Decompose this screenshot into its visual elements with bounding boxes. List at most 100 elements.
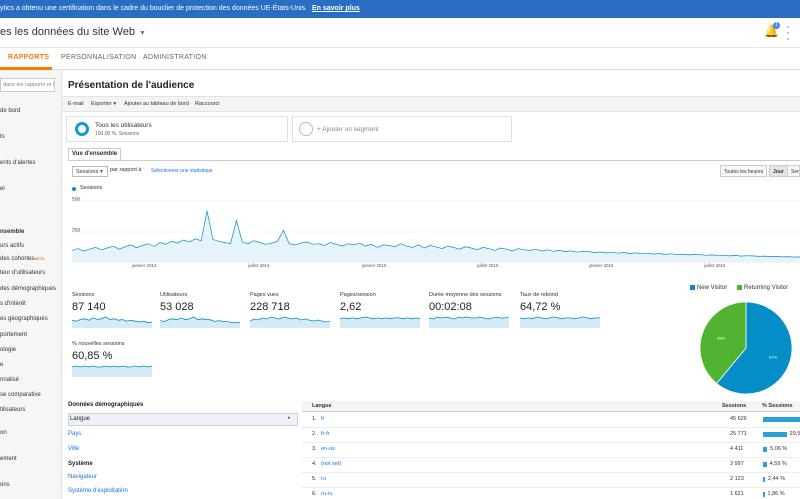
language-link[interactable]: ru-ru	[321, 491, 333, 497]
period-week-button[interactable]: Sem	[787, 165, 800, 177]
metric-value: 60,85 %	[72, 350, 113, 362]
pct-bar	[763, 462, 767, 467]
sparkline-area	[250, 317, 330, 328]
row-sessions: 2 123	[730, 476, 744, 482]
sidebar-item-technology[interactable]: ologie	[0, 347, 17, 353]
export-button[interactable]: Exporter ▾	[91, 101, 117, 107]
sparkline-area	[520, 317, 600, 328]
visitor-type-pie[interactable]: 61% 39%	[696, 298, 796, 398]
beta-badge: BETA	[34, 256, 45, 261]
sparkline-line	[340, 316, 420, 320]
sidebar-item-mobile[interactable]: e	[0, 362, 4, 368]
sidebar-item-alerts[interactable]: ents d'alertes	[0, 160, 36, 166]
system-heading: Système	[68, 461, 93, 467]
sidebar-item-behaviour[interactable]: ement	[0, 456, 17, 462]
more-options-icon[interactable]: · · ·	[786, 19, 790, 45]
dimension-os-link[interactable]: Système d'exploitation	[68, 488, 128, 494]
add-to-dashboard-button[interactable]: Ajouter au tableau de bord	[124, 101, 189, 107]
metric-label: Pages vues	[250, 292, 279, 298]
sidebar-item-demographics[interactable]: des démographiques	[0, 286, 57, 292]
language-link[interactable]: ru	[321, 476, 326, 482]
metric-tile-users[interactable]: Utilisateurs 53 028	[160, 292, 242, 332]
select-metric-link[interactable]: Sélectionner une statistique	[151, 168, 213, 174]
row-sessions: 4 411	[730, 446, 744, 452]
row-pct: 29,57 %	[789, 431, 800, 437]
pie-label-new: 61%	[769, 354, 777, 359]
row-pct: 5,06 %	[770, 446, 788, 452]
row-divider	[302, 487, 800, 488]
active-tab-indicator	[0, 67, 52, 70]
pct-bar	[763, 417, 800, 422]
metric-tile-pageviews[interactable]: Pages vues 228 718	[250, 292, 332, 332]
metric-value: 53 028	[160, 301, 194, 313]
notification-badge: 1	[773, 22, 780, 29]
sidebar-item-custom[interactable]: nnalisé	[0, 377, 20, 383]
shortcut-button[interactable]: Raccourci	[195, 101, 220, 107]
sidebar-item-realtime[interactable]: el	[0, 186, 5, 192]
sparkline-area	[72, 317, 152, 328]
sparkline-area	[340, 317, 420, 328]
sidebar-item-conversions[interactable]: ons	[0, 482, 10, 488]
segment-all-users[interactable]: Tous les utilisateurs 100,00 %, Sessions	[66, 116, 288, 142]
column-sessions[interactable]: Sessions	[722, 403, 747, 409]
sessions-line	[71, 210, 800, 258]
sidebar-item-geo[interactable]: es géographiques	[0, 316, 48, 322]
metric-dropdown[interactable]: Sessions ▼	[72, 166, 108, 177]
metric-tile-bounce-rate[interactable]: Taux de rebond 64,72 %	[520, 292, 602, 332]
sparkline-line	[72, 316, 152, 324]
report-search-input[interactable]: dans les rapports et l	[0, 78, 55, 92]
metric-sparkline	[72, 365, 152, 377]
sidebar-item-cohorts[interactable]: des cohortesBETA	[0, 256, 45, 262]
add-segment-button[interactable]: + Ajouter un segment	[292, 116, 512, 142]
tab-reports[interactable]: RAPPORTS	[8, 54, 50, 61]
sidebar-item-overview[interactable]: nsemble	[0, 229, 25, 235]
segment-share: 100,00 %, Sessions	[95, 131, 140, 137]
period-day-button[interactable]: Jour	[769, 165, 788, 177]
sidebar-item-users-flow[interactable]: tilisateurs	[0, 407, 26, 413]
language-link[interactable]: fr-fr	[321, 431, 330, 437]
dimension-language-selected[interactable]	[68, 413, 298, 426]
metric-tile-new-sessions[interactable]: % nouvelles sessions 60,85 %	[72, 341, 154, 381]
period-hourly-button[interactable]: Toutes les heures	[720, 165, 768, 177]
row-sessions: 25 771	[730, 431, 747, 437]
dimension-browser-link[interactable]: Navigateur	[68, 474, 98, 480]
metric-label: Utilisateurs	[160, 292, 188, 298]
notifications-bell-icon[interactable]: 🔔 1	[764, 22, 780, 38]
sidebar-item-dashboards[interactable]: de bord	[0, 108, 21, 114]
sidebar-item-interests[interactable]: s d'intérêt	[0, 301, 26, 307]
pct-bar	[763, 432, 787, 437]
y-tick-250: 250	[72, 228, 81, 234]
sessions-line-chart[interactable]	[62, 192, 800, 276]
learn-more-link[interactable]: En savoir plus	[311, 5, 360, 12]
y-tick-500: 500	[72, 197, 81, 203]
metric-sparkline	[520, 316, 600, 328]
banner-text: ytics a obtenu une certification dans le…	[0, 5, 308, 12]
sidebar-item-active-users[interactable]: urs actifs	[0, 243, 25, 249]
tab-administration[interactable]: ADMINISTRATION	[143, 54, 207, 61]
sidebar-item-behavior[interactable]: portement	[0, 332, 28, 338]
language-table-header	[302, 401, 800, 412]
email-button[interactable]: E-mail	[68, 101, 84, 107]
sidebar-item-user-explorer[interactable]: teur d'utilisateurs	[0, 270, 46, 276]
dimension-city-link[interactable]: Ville	[68, 446, 80, 452]
language-link[interactable]: en-us	[321, 446, 335, 452]
tab-personalization[interactable]: PERSONNALISATION	[61, 54, 137, 61]
metric-sparkline	[429, 316, 509, 328]
tab-overview[interactable]: Vue d'ensemble	[68, 148, 122, 160]
metric-tile-sessions[interactable]: Sessions 87 140	[72, 292, 154, 332]
sparkline-line	[520, 316, 600, 320]
metric-tile-pages-per-session[interactable]: Pages/session 2,62	[340, 292, 422, 332]
pie-slice-new-visitor	[716, 301, 793, 395]
sparkline-area	[72, 366, 152, 377]
metric-tile-avg-duration[interactable]: Durée moyenne des sessions 00:02:08	[429, 292, 515, 332]
language-link[interactable]: fr	[321, 416, 325, 422]
dimension-country-link[interactable]: Pays	[68, 431, 82, 437]
demographics-heading: Données démographiques	[68, 402, 144, 408]
account-selector[interactable]: es les données du site Web ▼	[0, 26, 146, 38]
sidebar-item-benchmarking[interactable]: se comparative	[0, 392, 41, 398]
language-link[interactable]: (not set)	[321, 461, 342, 467]
sidebar-item-acquisition[interactable]: on	[0, 430, 7, 436]
column-language: Langue	[312, 403, 332, 409]
sidebar-item-shortcuts[interactable]: ts	[0, 134, 5, 140]
pie-legend-new-label: New Visitor	[697, 285, 728, 292]
